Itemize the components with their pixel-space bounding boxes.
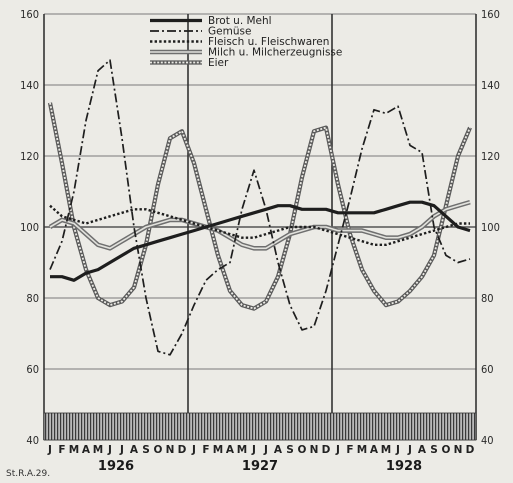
month-label: M xyxy=(69,444,79,456)
series-line-4 xyxy=(47,102,472,311)
month-label: O xyxy=(442,444,451,456)
month-band xyxy=(43,412,477,441)
month-label: J xyxy=(191,444,196,456)
month-label: A xyxy=(370,444,379,456)
y-tick-left-100: 100 xyxy=(20,221,39,234)
month-label: F xyxy=(346,444,353,456)
series-4 xyxy=(47,102,472,311)
month-label: O xyxy=(154,444,163,456)
month-label: O xyxy=(298,444,307,456)
month-label: J xyxy=(107,444,112,456)
month-label: J xyxy=(47,444,52,456)
y-tick-right-80: 80 xyxy=(481,292,494,305)
month-band-fill xyxy=(44,413,476,440)
month-label: D xyxy=(466,444,475,456)
year-label-1926: 1926 xyxy=(98,459,134,474)
y-tick-left-40: 40 xyxy=(26,434,39,447)
legend-item-2: Fleisch u. Fleischwaren xyxy=(150,36,329,48)
month-label: M xyxy=(93,444,103,456)
series-line-0 xyxy=(50,200,471,282)
series-3 xyxy=(48,199,471,251)
month-label: J xyxy=(263,444,268,456)
y-tick-left-160: 160 xyxy=(20,8,39,21)
legend-item-0: Brot u. Mehl xyxy=(150,15,272,27)
month-label: N xyxy=(454,444,463,456)
y-tick-left-120: 120 xyxy=(20,150,39,163)
series-0 xyxy=(50,200,471,282)
month-label: J xyxy=(119,444,124,456)
month-label: N xyxy=(166,444,175,456)
grid xyxy=(43,13,477,441)
series-line-2 xyxy=(49,204,470,246)
y-tick-right-60: 60 xyxy=(481,363,494,376)
month-label: M xyxy=(381,444,391,456)
series-group xyxy=(47,59,472,356)
legend-item-4: Eier xyxy=(150,57,229,69)
month-label: A xyxy=(82,444,91,456)
legend-label-1: Gemüse xyxy=(208,26,251,38)
month-label: N xyxy=(310,444,319,456)
month-label: A xyxy=(130,444,139,456)
series-line-3-inner xyxy=(49,201,471,250)
legend-label-4: Eier xyxy=(208,57,229,69)
legend-label-2: Fleisch u. Fleischwaren xyxy=(208,36,329,48)
y-tick-right-100: 100 xyxy=(481,221,500,234)
month-label: S xyxy=(142,444,150,456)
month-label: J xyxy=(407,444,412,456)
month-label: F xyxy=(58,444,65,456)
series-2 xyxy=(49,204,470,246)
y-tick-right-40: 40 xyxy=(481,434,494,447)
y-tick-right-120: 120 xyxy=(481,150,500,163)
month-label: D xyxy=(178,444,187,456)
legend-label-3: Milch u. Milcherzeugnisse xyxy=(208,47,342,59)
y-tick-left-60: 60 xyxy=(26,363,39,376)
month-label: J xyxy=(251,444,256,456)
month-band-frame xyxy=(43,412,477,441)
year-label-1927: 1927 xyxy=(242,459,278,474)
month-label: M xyxy=(237,444,247,456)
month-label: S xyxy=(430,444,438,456)
month-label: D xyxy=(322,444,331,456)
y-tick-right-160: 160 xyxy=(481,8,500,21)
legend-item-1: Gemüse xyxy=(150,26,251,38)
y-tick-right-140: 140 xyxy=(481,79,500,92)
legend-label-0: Brot u. Mehl xyxy=(208,15,272,27)
legend-item-3: Milch u. Milcherzeugnisse xyxy=(150,47,342,59)
source-label: St.R.A.29. xyxy=(6,469,50,479)
series-line-1 xyxy=(49,59,471,356)
month-label: A xyxy=(274,444,283,456)
month-label: J xyxy=(395,444,400,456)
month-label: A xyxy=(418,444,427,456)
month-label: M xyxy=(213,444,223,456)
year-label-1928: 1928 xyxy=(386,459,422,474)
series-1 xyxy=(49,59,471,356)
month-label: A xyxy=(226,444,235,456)
month-label: S xyxy=(286,444,294,456)
month-label: F xyxy=(202,444,209,456)
y-tick-left-140: 140 xyxy=(20,79,39,92)
month-label: J xyxy=(335,444,340,456)
y-tick-left-80: 80 xyxy=(26,292,39,305)
series-line-3 xyxy=(48,199,471,251)
month-label: M xyxy=(357,444,367,456)
